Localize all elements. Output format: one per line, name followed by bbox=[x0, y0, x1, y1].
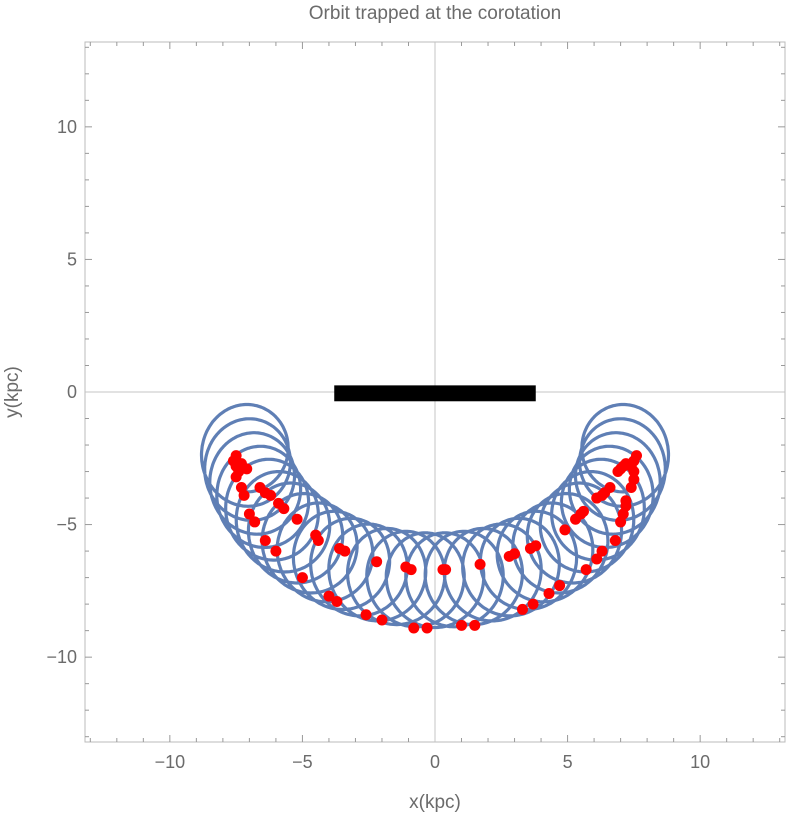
data-point bbox=[554, 580, 566, 592]
data-point bbox=[331, 595, 343, 607]
bar-layer bbox=[334, 385, 536, 402]
data-point bbox=[371, 556, 383, 568]
data-point bbox=[360, 609, 372, 621]
data-point bbox=[577, 505, 589, 517]
data-point bbox=[230, 471, 242, 483]
y-tick-label: 0 bbox=[67, 382, 77, 402]
x-tick-label: 5 bbox=[563, 752, 573, 772]
data-point bbox=[620, 495, 632, 507]
data-point bbox=[456, 619, 468, 631]
x-tick-label: 0 bbox=[430, 752, 440, 772]
data-point bbox=[604, 481, 616, 493]
data-point bbox=[530, 540, 542, 552]
data-point bbox=[609, 534, 621, 546]
data-point bbox=[631, 450, 643, 462]
data-point bbox=[312, 534, 324, 546]
data-point bbox=[296, 572, 308, 584]
chart-title: Orbit trapped at the corotation bbox=[309, 3, 561, 24]
x-axis-label: x(kpc) bbox=[409, 792, 461, 813]
data-point bbox=[270, 545, 282, 557]
data-point bbox=[259, 534, 271, 546]
data-point bbox=[243, 508, 255, 520]
data-point bbox=[405, 564, 417, 576]
data-point bbox=[249, 516, 261, 528]
y-tick-labels: 10 5 0 −5 −10 bbox=[46, 117, 77, 667]
data-point bbox=[265, 489, 277, 501]
y-tick-label: 10 bbox=[57, 117, 77, 137]
data-point bbox=[469, 619, 481, 631]
y-tick-label: −5 bbox=[56, 515, 77, 535]
x-tick-label: −10 bbox=[155, 752, 186, 772]
x-tick-label: −5 bbox=[292, 752, 313, 772]
x-tick-labels: −10 −5 0 5 10 bbox=[155, 752, 711, 772]
data-point bbox=[596, 545, 608, 557]
y-tick-label: 5 bbox=[67, 249, 77, 269]
data-point bbox=[474, 558, 486, 570]
points-layer bbox=[227, 450, 643, 634]
data-point bbox=[628, 474, 640, 485]
data-point bbox=[323, 590, 335, 602]
data-point bbox=[291, 513, 303, 525]
data-point bbox=[509, 548, 521, 560]
data-point bbox=[278, 503, 290, 515]
data-point bbox=[517, 603, 528, 615]
data-point bbox=[543, 588, 555, 600]
data-point bbox=[339, 545, 351, 557]
data-point bbox=[376, 614, 388, 626]
y-axis-label: y(kpc) bbox=[2, 366, 23, 418]
data-point bbox=[591, 553, 603, 565]
galactic-bar bbox=[334, 385, 536, 402]
data-point bbox=[238, 489, 250, 501]
data-point bbox=[440, 564, 452, 576]
data-point bbox=[408, 622, 420, 634]
data-point bbox=[580, 564, 592, 576]
data-point bbox=[421, 622, 433, 634]
x-tick-label: 10 bbox=[690, 752, 710, 772]
y-tick-label: −10 bbox=[46, 647, 77, 667]
data-point bbox=[559, 524, 571, 536]
data-point bbox=[628, 466, 640, 478]
data-point bbox=[527, 598, 539, 610]
minor-ticks bbox=[85, 42, 785, 742]
